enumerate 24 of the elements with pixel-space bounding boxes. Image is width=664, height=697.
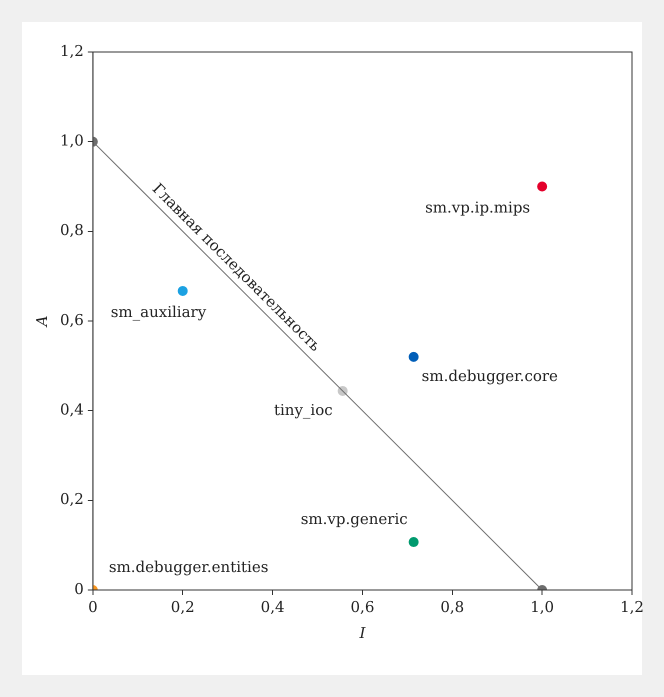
series-label: sm.vp.ip.mips bbox=[425, 198, 530, 216]
x-tick-label: 0,4 bbox=[260, 598, 284, 616]
series-label: sm.vp.generic bbox=[300, 510, 408, 528]
x-tick-label: 0,2 bbox=[170, 598, 195, 616]
point bbox=[338, 386, 348, 396]
point bbox=[537, 182, 548, 192]
series-label: sm.debugger.entities bbox=[108, 558, 268, 576]
y-tick-label: 0 bbox=[74, 580, 84, 598]
y-tick-label: 0,4 bbox=[60, 400, 84, 419]
x-tick-label: 0,6 bbox=[350, 598, 374, 616]
y-tick-label: 0,2 bbox=[60, 490, 84, 508]
y-tick-label: 0,6 bbox=[60, 310, 84, 329]
y-tick-label: 1,0 bbox=[60, 132, 84, 150]
y-tick-label: 0,8 bbox=[60, 221, 84, 240]
y-axis-title: A bbox=[32, 315, 51, 328]
x-tick-label: 0,8 bbox=[440, 598, 464, 616]
series-label: sm.debugger.core bbox=[422, 366, 558, 385]
x-axis-title: I bbox=[358, 624, 366, 642]
x-tick-label: 0 bbox=[88, 598, 98, 616]
series-label: tiny_ioc bbox=[274, 400, 333, 419]
point bbox=[408, 352, 419, 362]
x-tick-label: 1,0 bbox=[530, 598, 554, 616]
x-tick-label: 1,2 bbox=[620, 598, 644, 616]
y-tick-label: 1,2 bbox=[60, 42, 84, 60]
